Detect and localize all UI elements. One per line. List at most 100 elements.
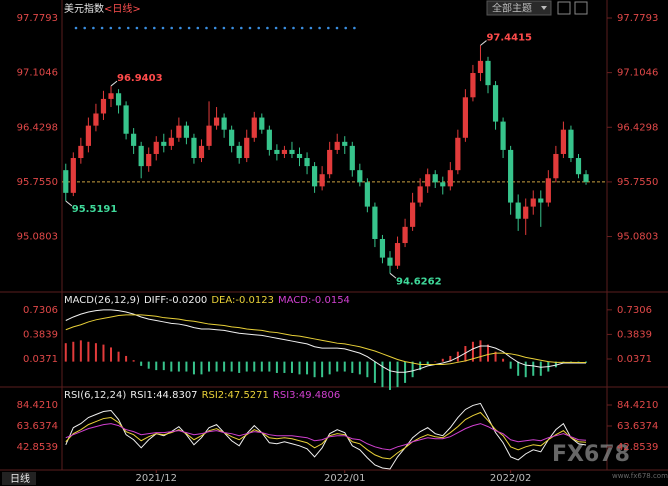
macd-bar bbox=[223, 361, 226, 372]
macd-bar bbox=[426, 361, 429, 365]
period-button[interactable]: 日线 bbox=[2, 472, 36, 485]
candle-body bbox=[296, 153, 303, 159]
macd-bar bbox=[554, 361, 557, 368]
candle-body bbox=[364, 182, 370, 207]
candle-body bbox=[236, 145, 242, 159]
dropdown-label[interactable]: 全部主题 bbox=[492, 2, 532, 15]
macd-bar bbox=[381, 361, 384, 388]
candle-body bbox=[508, 149, 514, 203]
candle-body bbox=[470, 73, 476, 98]
layout-icon[interactable] bbox=[574, 1, 588, 15]
signal-dot bbox=[179, 26, 182, 30]
settings-icon[interactable] bbox=[557, 1, 571, 15]
y-tick-label-right: 42.8539 bbox=[617, 442, 658, 453]
annotation-label: 94.6262 bbox=[396, 276, 442, 287]
candle-body bbox=[334, 141, 340, 150]
rsi-line bbox=[65, 402, 587, 470]
candle-body bbox=[63, 170, 69, 193]
candle-body bbox=[417, 186, 423, 203]
candle-body bbox=[530, 198, 536, 207]
dropdown-arrow bbox=[541, 6, 547, 10]
candle-body bbox=[342, 141, 348, 146]
signal-dot bbox=[240, 26, 243, 30]
y-tick-label-left: 95.7550 bbox=[17, 177, 58, 188]
macd-bar bbox=[306, 361, 309, 375]
signal-dot bbox=[161, 26, 165, 30]
macd-bar bbox=[260, 361, 263, 372]
candle-body bbox=[545, 178, 551, 203]
signal-dot bbox=[213, 26, 217, 30]
theme-dropdown[interactable]: 全部主题 bbox=[486, 0, 552, 16]
macd-bar bbox=[343, 361, 346, 372]
macd-bar bbox=[441, 358, 444, 362]
macd-bar bbox=[200, 361, 203, 375]
candle-body bbox=[575, 158, 582, 175]
y-tick-label-left: 97.7793 bbox=[17, 13, 58, 24]
y-tick-label-right: 95.0803 bbox=[617, 232, 658, 243]
macd-bar bbox=[94, 343, 97, 362]
macd-bar bbox=[471, 341, 474, 362]
macd-bar bbox=[373, 361, 376, 383]
chart-title: 美元指数<日线> bbox=[64, 2, 141, 15]
candle-body bbox=[311, 166, 318, 187]
macd-bar bbox=[388, 361, 391, 390]
macd-bar bbox=[358, 361, 361, 375]
candle-body bbox=[327, 149, 333, 175]
macd-bar bbox=[464, 346, 467, 362]
y-tick-label-left: 84.4210 bbox=[17, 400, 58, 411]
macd-bar bbox=[245, 361, 248, 372]
candle-body bbox=[213, 117, 220, 126]
candle-body bbox=[108, 93, 114, 99]
candle-body bbox=[78, 145, 84, 159]
macd-bar bbox=[411, 361, 414, 378]
signal-dot bbox=[83, 26, 86, 30]
period-box[interactable] bbox=[2, 472, 36, 485]
dropdown-box[interactable] bbox=[486, 0, 552, 16]
signal-dot bbox=[92, 26, 95, 30]
candle-body bbox=[70, 158, 76, 193]
macd-bar bbox=[253, 361, 256, 372]
candle-body bbox=[251, 117, 257, 138]
candle-body bbox=[492, 85, 499, 122]
candle-body bbox=[319, 174, 325, 187]
signal-dot bbox=[205, 26, 208, 30]
macd-bar bbox=[298, 361, 301, 375]
title-period: <日线> bbox=[104, 2, 141, 15]
candle-body bbox=[425, 174, 431, 187]
signal-dot bbox=[74, 26, 78, 30]
y-tick-label-right: 0.7306 bbox=[617, 305, 652, 316]
candle-body bbox=[447, 170, 453, 187]
candle-body bbox=[176, 125, 182, 138]
candle-body bbox=[538, 198, 544, 203]
macd-bar bbox=[502, 358, 505, 362]
macd-bar bbox=[539, 361, 542, 376]
macd-bar bbox=[177, 361, 180, 372]
candle-body bbox=[100, 98, 107, 114]
legend-entry: DEA:-0.0123 bbox=[211, 295, 274, 306]
signal-dot bbox=[222, 26, 226, 30]
signal-dot bbox=[144, 26, 147, 30]
macd-bar bbox=[456, 351, 459, 362]
macd-bar bbox=[125, 355, 128, 362]
candle-body bbox=[304, 158, 310, 167]
macd-bar bbox=[268, 361, 271, 372]
candle-body bbox=[583, 174, 589, 182]
annotation-leader bbox=[65, 200, 73, 207]
y-tick-label-right: 0.3839 bbox=[617, 329, 652, 340]
candle-body bbox=[357, 170, 363, 183]
signal-dot bbox=[196, 26, 200, 30]
y-tick-label-left: 0.3839 bbox=[23, 329, 58, 340]
candle-body bbox=[379, 238, 386, 258]
signal-dot bbox=[344, 26, 348, 30]
candle-body bbox=[560, 129, 567, 154]
annotation-leader bbox=[389, 272, 397, 279]
candle-body bbox=[289, 149, 295, 154]
annotation-label: 97.4415 bbox=[486, 32, 532, 43]
macd-bar bbox=[140, 361, 143, 366]
watermark-logo: FX678 bbox=[552, 442, 630, 467]
signal-dot bbox=[187, 26, 191, 30]
period-label[interactable]: 日线 bbox=[10, 472, 30, 485]
candle-body bbox=[432, 174, 438, 183]
x-tick-label: 2022/02 bbox=[490, 473, 532, 484]
